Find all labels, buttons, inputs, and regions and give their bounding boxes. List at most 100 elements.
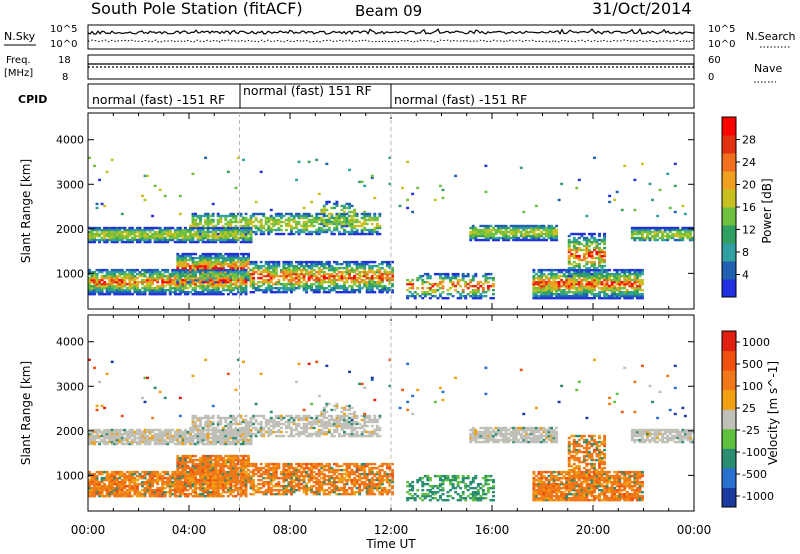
power-cell xyxy=(290,230,293,234)
power-cell xyxy=(100,202,104,206)
velocity-cell xyxy=(93,482,96,486)
power-cell xyxy=(252,290,256,294)
velocity-cell xyxy=(148,476,152,480)
power-cell xyxy=(206,222,210,226)
power-cell xyxy=(456,296,460,300)
power-cell xyxy=(385,288,389,292)
power-cell xyxy=(587,254,591,258)
power-cell xyxy=(562,280,566,284)
velocity-cell xyxy=(105,490,109,494)
power-cell xyxy=(522,238,526,242)
velocity-cell xyxy=(176,494,180,498)
power-cell xyxy=(183,278,187,282)
power-cell xyxy=(547,224,551,228)
power-cell xyxy=(204,292,208,296)
power-cell xyxy=(186,234,190,238)
power-cell xyxy=(219,236,223,240)
power-cell xyxy=(153,268,157,272)
power-cell xyxy=(141,272,144,276)
power-cell xyxy=(178,234,182,238)
power-cell xyxy=(353,220,357,224)
power-cell xyxy=(585,260,589,264)
velocity-cell xyxy=(93,476,96,480)
power-cell xyxy=(620,290,624,294)
power-cell xyxy=(95,272,99,276)
power-cell xyxy=(489,272,493,276)
power-cell xyxy=(287,282,291,286)
velocity-cell xyxy=(158,432,162,436)
power-cell xyxy=(123,272,127,276)
power-cell xyxy=(598,234,601,238)
power-cell xyxy=(378,266,382,270)
power-cell xyxy=(229,258,233,262)
power-cell xyxy=(189,270,192,274)
power-cell xyxy=(128,234,132,238)
power-cell xyxy=(206,214,210,218)
power-cell xyxy=(648,232,652,236)
power-cell xyxy=(550,228,553,232)
power-cell xyxy=(628,292,632,296)
power-cell xyxy=(214,284,218,288)
velocity-cell xyxy=(199,470,203,474)
power-cell xyxy=(567,262,571,266)
power-cell xyxy=(234,252,238,256)
power-cell xyxy=(348,270,351,274)
velocity-cell xyxy=(196,428,200,432)
velocity-cell xyxy=(183,476,187,480)
power-cell xyxy=(307,260,311,264)
power-cell xyxy=(292,268,296,272)
power-cell xyxy=(368,276,372,280)
power-cell xyxy=(307,270,311,274)
power-cell xyxy=(582,296,586,300)
power-cell xyxy=(534,224,538,228)
power-cell xyxy=(249,236,253,240)
velocity-cell xyxy=(201,454,205,458)
power-cell xyxy=(302,206,306,210)
power-cell xyxy=(103,282,107,286)
power-cell xyxy=(635,230,639,234)
velocity-cell xyxy=(105,430,109,434)
power-cell xyxy=(337,220,341,224)
power-cell xyxy=(252,230,256,234)
power-cell xyxy=(194,232,197,236)
freq-tick-bottom: 8 xyxy=(62,72,68,83)
velocity-cell xyxy=(196,482,200,486)
power-cell xyxy=(686,228,690,232)
velocity-cell xyxy=(143,440,147,444)
power-cell xyxy=(128,268,132,272)
power-cell xyxy=(239,232,243,236)
power-cell xyxy=(605,270,609,274)
velocity-cell xyxy=(108,430,112,434)
velocity-cell xyxy=(186,440,190,444)
velocity-cell xyxy=(133,432,137,436)
power-cell xyxy=(532,282,536,286)
power-cell xyxy=(148,282,152,286)
power-cell xyxy=(310,266,314,270)
power-cell xyxy=(355,278,359,282)
power-cell xyxy=(236,288,240,292)
power-cell xyxy=(575,286,579,290)
power-cell xyxy=(507,230,511,234)
velocity-cell xyxy=(199,428,203,432)
power-cell xyxy=(378,290,382,294)
velocity-cell xyxy=(130,472,134,476)
colorbar-swatch xyxy=(722,135,736,154)
power-cell xyxy=(315,220,319,224)
power-cell xyxy=(436,288,440,292)
velocity-cell xyxy=(178,494,182,498)
power-cell xyxy=(345,206,349,210)
power-cell xyxy=(264,228,268,232)
power-cell xyxy=(166,234,170,238)
power-cell xyxy=(353,230,357,234)
power-cell xyxy=(433,290,437,294)
velocity-cell xyxy=(105,470,109,474)
power-cell xyxy=(560,288,564,292)
power-cell xyxy=(575,264,579,268)
velocity-cell xyxy=(123,438,127,442)
velocity-cell xyxy=(204,442,208,446)
power-cell xyxy=(236,256,240,260)
power-cell xyxy=(274,228,278,232)
power-cell xyxy=(360,216,364,220)
power-cell xyxy=(580,272,584,276)
power-cell xyxy=(504,236,508,240)
